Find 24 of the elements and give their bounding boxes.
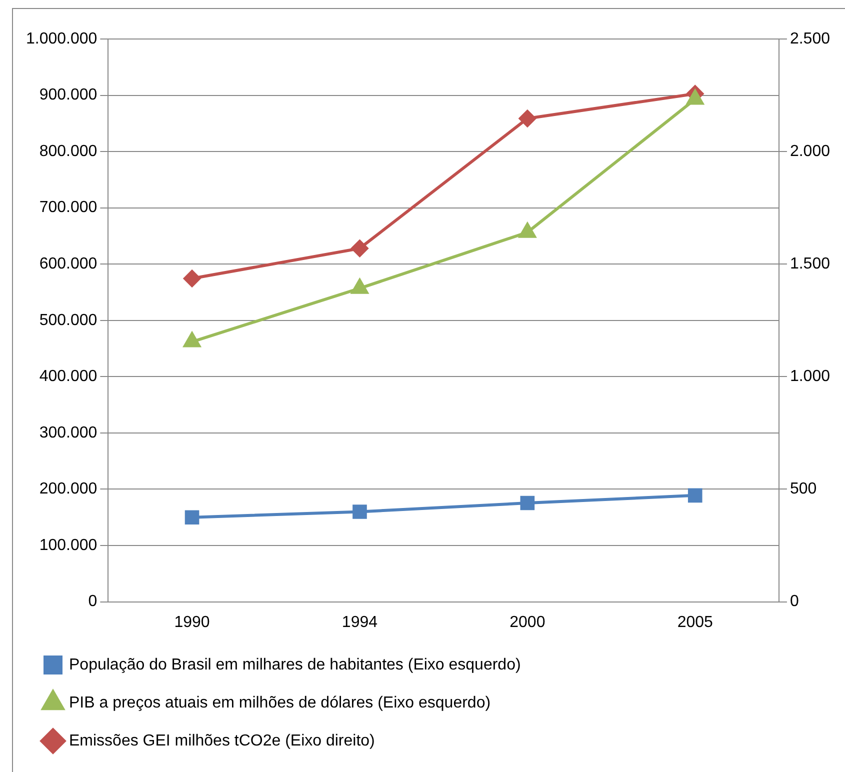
y-tick-label: 0 (88, 593, 98, 610)
y-tick-label: 100.000 (39, 536, 98, 554)
x-tick-label: 1990 (174, 614, 210, 631)
y-tick-label: 700.000 (39, 199, 98, 216)
y-tick-label: 500.000 (39, 312, 98, 329)
y-tick-label: 800.000 (39, 142, 98, 160)
y-tick-label: 1.000.000 (26, 30, 98, 48)
x-tick-label: 1994 (342, 614, 378, 631)
y-tick-label: 300.000 (39, 424, 98, 442)
x-tick-label: 2000 (510, 614, 546, 631)
legend-label: População do Brasil em milhares de habitantes (Eixo esquerdo) (69, 656, 521, 674)
y-tick-label: 900.000 (39, 86, 98, 104)
y-tick-label: 400.000 (39, 368, 98, 386)
y2-tick-label: 1.000 (790, 368, 830, 386)
y-tick-label: 200.000 (39, 480, 98, 498)
legend-label: Emissões GEI milhões tCO2e (Eixo direito) (69, 732, 375, 750)
y2-tick-label: 500 (790, 480, 817, 498)
legend-label: PIB a preços atuais em milhões de dólares (Eixo esquerdo) (69, 694, 491, 712)
x-tick-label: 2005 (677, 614, 714, 631)
y2-tick-label: 2.000 (790, 142, 830, 160)
y2-tick-label: 1.500 (790, 256, 830, 273)
y-tick-label: 600.000 (39, 256, 98, 273)
y2-tick-label: 2.500 (790, 30, 830, 48)
y2-tick-label: 0 (790, 593, 799, 610)
